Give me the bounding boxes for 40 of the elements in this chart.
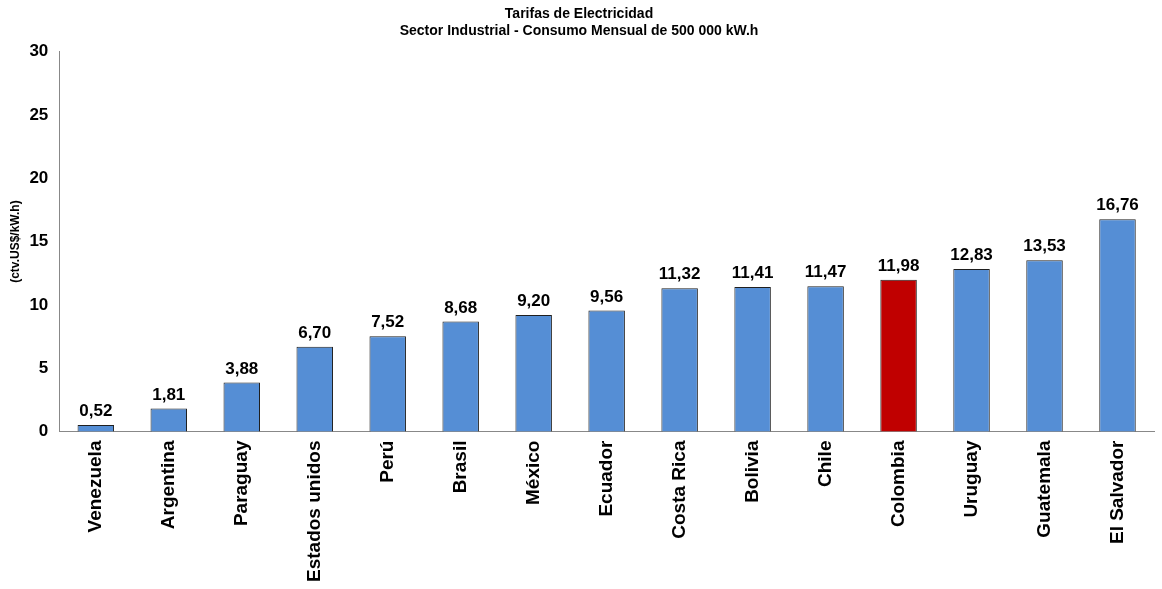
data-label: 9,20 — [517, 291, 551, 311]
data-label: 11,47 — [804, 262, 847, 282]
x-tick-label: Ecuador — [594, 439, 616, 517]
y-tick-label: 25 — [29, 104, 49, 124]
data-label: 0,52 — [79, 401, 113, 421]
x-tick-label: Guatemala — [1032, 440, 1054, 538]
x-tick-label: El Salvador — [1105, 439, 1127, 545]
y-tick-label: 0 — [38, 421, 49, 441]
x-tick-label: Uruguay — [959, 440, 981, 518]
chart-subtitle: Sector Industrial - Consumo Mensual de 500 000 kW.h — [399, 22, 759, 39]
y-tick-label: 10 — [29, 294, 49, 314]
x-tick-label: México — [521, 440, 543, 505]
data-label: 3,88 — [225, 358, 259, 378]
x-tick-label: Brasil — [448, 440, 470, 494]
x-tick-label: Estados unidos — [302, 440, 324, 583]
y-axis-title: (ctv.US$/kW.h) — [7, 200, 22, 283]
y-tick-label: 5 — [38, 357, 49, 377]
data-label: 11,32 — [658, 264, 701, 284]
chart-title: Tarifas de Electricidad — [504, 5, 654, 22]
data-label: 9,56 — [590, 286, 624, 306]
data-label: 16,76 — [1096, 195, 1139, 215]
data-label: 1,81 — [152, 384, 186, 404]
x-tick-label: Venezuela — [84, 440, 106, 533]
data-label: 11,98 — [877, 256, 920, 275]
x-tick-label: Argentina — [157, 440, 179, 530]
data-label: 7,52 — [371, 312, 405, 332]
data-label: 6,70 — [298, 322, 332, 342]
x-tick-label: Bolivia — [740, 440, 762, 503]
x-tick-label: Costa Rica — [667, 440, 689, 539]
x-tick-label: Paraguay — [229, 440, 251, 527]
data-label: 12,83 — [950, 245, 993, 265]
data-label: 11,41 — [731, 263, 774, 283]
y-tick-label: 15 — [29, 231, 49, 251]
x-tick-label: Colombia — [886, 440, 908, 528]
x-tick-label: Chile — [813, 440, 835, 487]
data-label: 13,53 — [1023, 236, 1066, 256]
y-tick-label: 20 — [29, 167, 49, 187]
data-label: 8,68 — [444, 297, 478, 317]
y-tick-label: 30 — [29, 41, 49, 61]
x-tick-label: Perú — [375, 440, 397, 483]
